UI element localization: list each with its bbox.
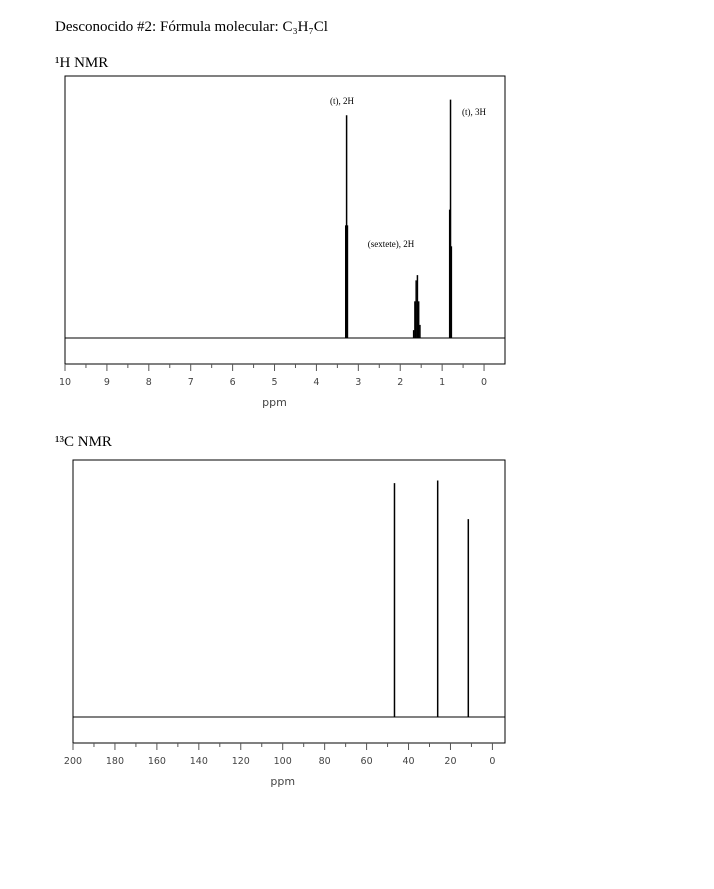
x-tick-label: 160 xyxy=(148,756,166,767)
x-tick-label: 80 xyxy=(319,756,331,767)
plot-frame xyxy=(72,459,506,744)
x-tick-label: 6 xyxy=(230,377,236,388)
x-axis-label: ppm xyxy=(270,775,295,788)
x-tick-label: 140 xyxy=(190,756,208,767)
x-tick-label: 4 xyxy=(313,377,319,388)
x-tick-label: 10 xyxy=(59,377,71,388)
peak-annotation: (sextete), 2H xyxy=(368,239,415,249)
x-tick-label: 8 xyxy=(146,377,152,388)
x-tick-label: 200 xyxy=(64,756,82,767)
chart-title: ¹³C NMR xyxy=(55,434,112,450)
x-tick-label: 7 xyxy=(188,377,194,388)
x-tick-label: 40 xyxy=(402,756,414,767)
x-tick-label: 5 xyxy=(272,377,278,388)
x-tick-label: 9 xyxy=(104,377,110,388)
x-tick-label: 100 xyxy=(274,756,292,767)
chart-title: ¹H NMR xyxy=(55,55,108,71)
x-tick-label: 0 xyxy=(481,377,487,388)
peak-annotation: (t), 2H xyxy=(330,96,354,106)
x-tick-label: 1 xyxy=(439,377,445,388)
x-tick-label: 3 xyxy=(355,377,361,388)
x-tick-label: 0 xyxy=(489,756,495,767)
x-axis-label: ppm xyxy=(262,396,287,409)
peak-annotation: (t), 3H xyxy=(462,107,486,117)
x-tick-label: 2 xyxy=(397,377,403,388)
page-title: Desconocido #2: Fórmula molecular: C₃H₇C… xyxy=(55,19,328,35)
plot-frame xyxy=(64,75,506,365)
x-tick-label: 60 xyxy=(361,756,373,767)
x-tick-label: 180 xyxy=(106,756,124,767)
x-tick-label: 120 xyxy=(232,756,250,767)
x-tick-label: 20 xyxy=(444,756,456,767)
